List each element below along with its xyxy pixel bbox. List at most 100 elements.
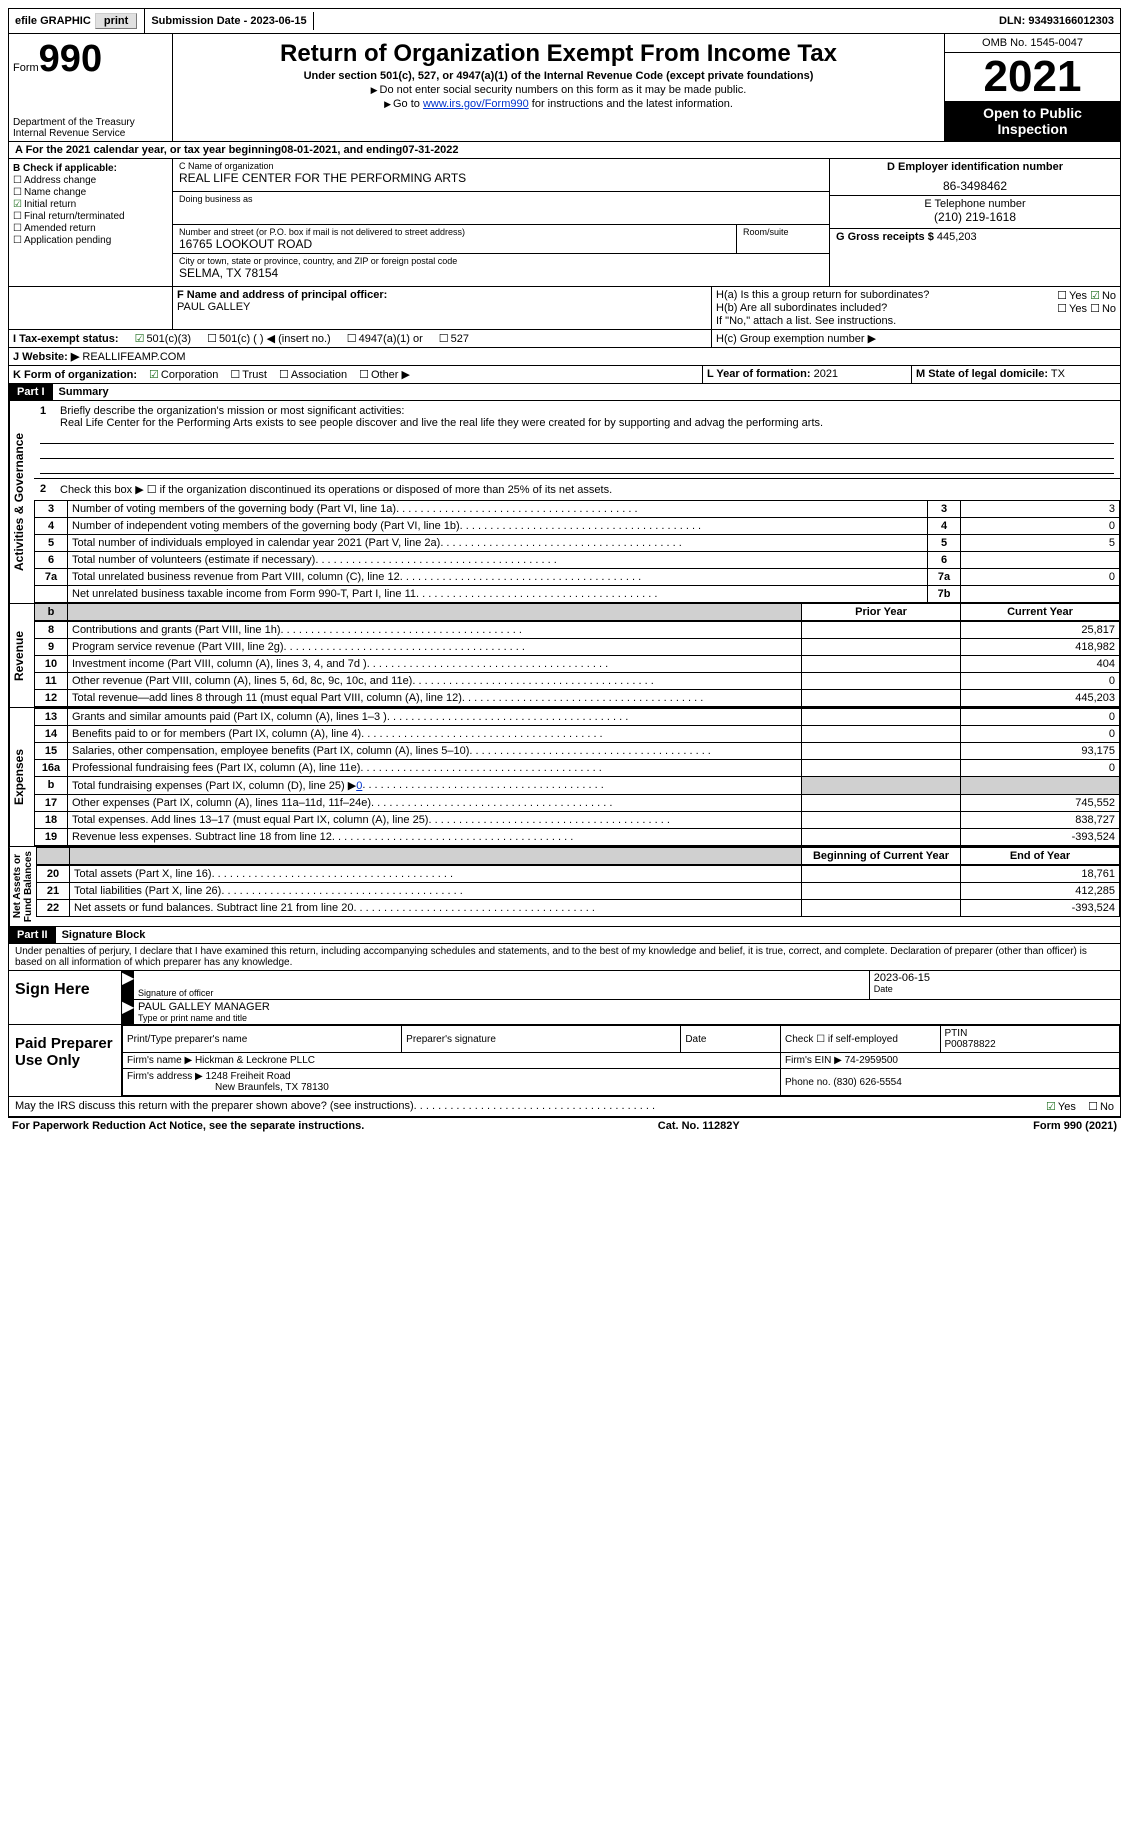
ptin-label: PTIN — [945, 1028, 968, 1039]
firm-ein: 74-2959500 — [845, 1055, 898, 1066]
check-501c3[interactable] — [135, 333, 147, 345]
check-initial[interactable]: Initial return — [13, 199, 168, 210]
phone-label: E Telephone number — [836, 198, 1114, 210]
table-row: 10 Investment income (Part VIII, column … — [35, 656, 1120, 673]
part2-header: Part II Signature Block — [8, 927, 1121, 944]
check-corp[interactable] — [149, 369, 161, 381]
tax-year: 2021 — [945, 53, 1120, 101]
table-row: 5 Total number of individuals employed i… — [35, 535, 1120, 552]
hb-yes[interactable] — [1057, 303, 1069, 315]
room-label: Room/suite — [743, 227, 823, 237]
efile-label: efile GRAPHIC print — [9, 9, 145, 33]
begin-year-header: Beginning of Current Year — [802, 848, 961, 865]
may-irs-no[interactable] — [1088, 1101, 1100, 1113]
firm-addr-label: Firm's address ▶ — [127, 1071, 203, 1082]
mission-text: Real Life Center for the Performing Arts… — [40, 417, 1114, 429]
section-i-label: I Tax-exempt status: — [13, 333, 119, 345]
klm-row: K Form of organization: Corporation Trus… — [8, 366, 1121, 384]
domicile-label: M State of legal domicile: — [916, 368, 1048, 380]
dba-label: Doing business as — [179, 194, 823, 204]
ha-yes[interactable] — [1057, 290, 1069, 302]
sig-arrow-icon: ▶ — [122, 971, 134, 999]
sig-date: 2023-06-15 — [874, 972, 1116, 984]
year-columns-header: Revenue b Prior Year Current Year 8 Cont… — [8, 604, 1121, 708]
end-year-header: End of Year — [961, 848, 1120, 865]
ha-no[interactable] — [1090, 290, 1102, 302]
note-link: Go to www.irs.gov/Form990 for instructio… — [179, 98, 938, 110]
open-public-badge: Open to Public Inspection — [945, 101, 1120, 141]
table-row: 9 Program service revenue (Part VIII, li… — [35, 639, 1120, 656]
table-row: 16a Professional fundraising fees (Part … — [35, 760, 1120, 777]
table-row: 14 Benefits paid to or for members (Part… — [35, 726, 1120, 743]
phone-value: (210) 219-1618 — [836, 210, 1114, 224]
part2-title: Signature Block — [56, 927, 152, 943]
org-address: 16765 LOOKOUT ROAD — [179, 237, 730, 251]
table-row: Net unrelated business taxable income fr… — [35, 586, 1120, 603]
current-year-header: Current Year — [961, 604, 1120, 621]
briefly-label: Briefly describe the organization's miss… — [60, 405, 404, 417]
ein-label: D Employer identification number — [836, 161, 1114, 173]
table-row: 7a Total unrelated business revenue from… — [35, 569, 1120, 586]
table-row: 4 Number of independent voting members o… — [35, 518, 1120, 535]
firm-ein-label: Firm's EIN ▶ — [785, 1055, 842, 1066]
check-amended[interactable]: Amended return — [13, 223, 168, 234]
check-assoc[interactable] — [279, 369, 291, 381]
sig-arrow-icon-2: ▶ — [122, 1000, 134, 1024]
org-name: REAL LIFE CENTER FOR THE PERFORMING ARTS — [179, 171, 823, 185]
date-label: Date — [874, 984, 1116, 994]
print-button[interactable]: print — [95, 13, 137, 29]
governance-table: 3 Number of voting members of the govern… — [34, 500, 1120, 603]
may-irs-yes[interactable] — [1046, 1101, 1058, 1113]
check-trust[interactable] — [230, 369, 242, 381]
activities-section: Activities & Governance 1Briefly describ… — [8, 401, 1121, 604]
hb-no[interactable] — [1090, 303, 1102, 315]
officer-label: F Name and address of principal officer: — [177, 289, 707, 301]
table-row: 6 Total number of volunteers (estimate i… — [35, 552, 1120, 569]
org-city: SELMA, TX 78154 — [179, 266, 823, 280]
firm-addr2: New Braunfels, TX 78130 — [127, 1082, 329, 1093]
irs-link[interactable]: www.irs.gov/Form990 — [423, 98, 529, 110]
check-self-employed[interactable]: Check ☐ if self-employed — [781, 1026, 941, 1053]
part1-label: Part I — [9, 384, 53, 400]
website-label: J Website: ▶ — [13, 351, 79, 363]
revenue-vlabel: Revenue — [9, 604, 34, 707]
irs-label: Internal Revenue Service — [13, 128, 135, 139]
sig-officer-label: Signature of officer — [138, 988, 865, 998]
check-pending[interactable]: Application pending — [13, 235, 168, 246]
ptin-value: P00878822 — [945, 1039, 996, 1050]
gross-value: 445,203 — [937, 231, 977, 243]
check-other[interactable] — [359, 369, 371, 381]
section-a: A For the 2021 calendar year, or tax yea… — [8, 142, 1121, 159]
may-irs-row: May the IRS discuss this return with the… — [8, 1097, 1121, 1117]
prep-date-label: Date — [681, 1026, 781, 1053]
table-row: 15 Salaries, other compensation, employe… — [35, 743, 1120, 760]
check-name[interactable]: Name change — [13, 187, 168, 198]
prep-sig-label: Preparer's signature — [402, 1026, 681, 1053]
officer-name-title: PAUL GALLEY MANAGER — [138, 1001, 1116, 1013]
table-row: 17 Other expenses (Part IX, column (A), … — [35, 795, 1120, 812]
page-footer: For Paperwork Reduction Act Notice, see … — [8, 1117, 1121, 1134]
activities-vlabel: Activities & Governance — [9, 401, 34, 603]
website-value: REALLIFEAMP.COM — [82, 351, 185, 363]
ein-value: 86-3498462 — [836, 179, 1114, 193]
paid-preparer-label: Paid Preparer Use Only — [9, 1025, 122, 1096]
part1-header: Part I Summary — [8, 384, 1121, 401]
top-bar: efile GRAPHIC print Submission Date - 20… — [8, 8, 1121, 34]
check-527[interactable] — [439, 333, 451, 345]
check-address[interactable]: Address change — [13, 175, 168, 186]
check-4947[interactable] — [347, 333, 359, 345]
revenue-table: 8 Contributions and grants (Part VIII, l… — [34, 621, 1120, 707]
table-row: 19 Revenue less expenses. Subtract line … — [35, 829, 1120, 846]
form-footer: Form 990 (2021) — [1033, 1120, 1117, 1132]
firm-phone: (830) 626-5554 — [833, 1077, 901, 1088]
firm-name: Hickman & Leckrone PLLC — [195, 1055, 315, 1066]
dln: DLN: 93493166012303 — [993, 12, 1120, 30]
table-row: 8 Contributions and grants (Part VIII, l… — [35, 622, 1120, 639]
prior-year-header: Prior Year — [802, 604, 961, 621]
note-ssn: Do not enter social security numbers on … — [179, 84, 938, 96]
gross-label: G Gross receipts $ — [836, 231, 934, 243]
check-final[interactable]: Final return/terminated — [13, 211, 168, 222]
table-row: 12 Total revenue—add lines 8 through 11 … — [35, 690, 1120, 707]
check-501c[interactable] — [207, 333, 219, 345]
may-irs-text: May the IRS discuss this return with the… — [15, 1100, 414, 1113]
